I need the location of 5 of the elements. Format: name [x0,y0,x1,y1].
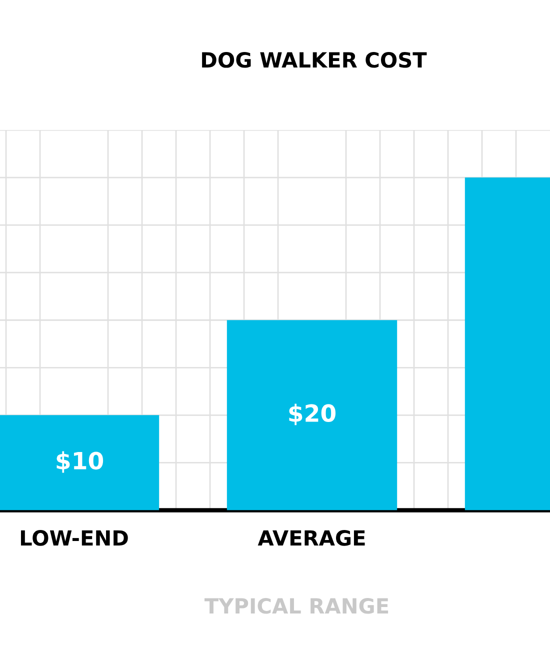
data-label: $20 [289,404,336,426]
x-tick-label: LOW-END [20,530,128,546]
x-tick-label: AVERAGE [258,530,365,546]
data-label: $10 [56,451,104,473]
chart-title: DOG WALKER COST [202,52,427,68]
